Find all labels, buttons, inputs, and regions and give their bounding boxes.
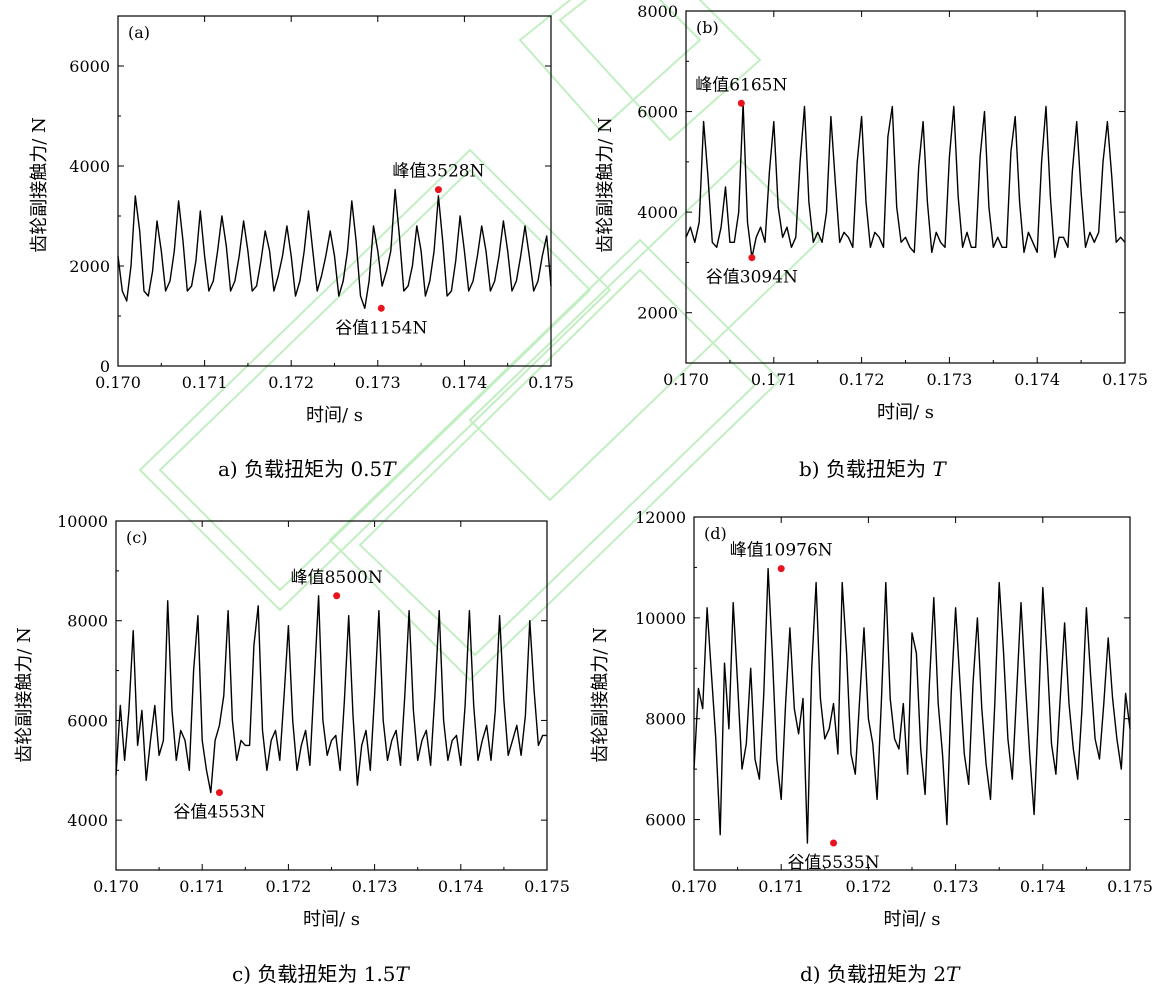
- y-tick-label-d: 6000: [645, 811, 686, 830]
- y-tick-label-a: 4000: [69, 157, 110, 176]
- y-tick-label-c: 8000: [67, 612, 108, 631]
- y-tick-label-b: 4000: [637, 203, 678, 222]
- annotation-label-a-1: 谷值1154N: [335, 318, 427, 338]
- y-tick-label-b: 8000: [637, 2, 678, 21]
- annotation-point-b-0: [737, 99, 745, 107]
- annotation-label-a-0: 峰值3528N: [392, 162, 484, 182]
- annotation-label-c-1: 谷值4553N: [173, 803, 265, 823]
- x-tick-label-b: 0.172: [839, 370, 885, 389]
- x-tick-label-a: 0.170: [95, 373, 141, 392]
- panel-label-d: (d): [704, 524, 727, 543]
- annotation-point-d-0: [777, 565, 785, 573]
- y-tick-label-c: 6000: [67, 711, 108, 730]
- y-tick-label-d: 12000: [635, 508, 686, 527]
- annotation-label-d-0: 峰值10976N: [730, 541, 833, 561]
- y-tick-label-d: 10000: [635, 609, 686, 628]
- caption-a-prefix: a) 负载扭矩为: [218, 457, 351, 481]
- x-axis-label-a: 时间/ s: [306, 405, 363, 426]
- y-tick-label-a: 2000: [69, 257, 110, 276]
- x-tick-label-b: 0.171: [751, 370, 797, 389]
- y-tick-label-a: 0: [100, 357, 110, 376]
- x-tick-label-c: 0.171: [179, 877, 225, 896]
- chart-panel-a: 0.170 0.171 0.172 0.173 0.174 0.175 0 2000 4000 6…: [29, 15, 574, 426]
- x-tick-label-d: 0.171: [758, 877, 804, 896]
- panel-label-b: (b): [696, 18, 719, 37]
- annotation-label-b-1: 谷值3094N: [706, 268, 798, 288]
- series-line-d-0: [693, 567, 1131, 844]
- y-tick-label-a: 6000: [69, 57, 110, 76]
- caption-d-prefix: d) 负载扭矩为: [800, 962, 934, 986]
- watermark-graphic: [138, 0, 822, 682]
- caption-c: c) 负载扭矩为 1.5T: [232, 958, 409, 987]
- y-axis-label-d: 齿轮副接触力/ N: [590, 627, 611, 763]
- plot-frame-b: [685, 10, 1126, 364]
- annotation-label-c-0: 峰值8500N: [291, 568, 383, 588]
- x-tick-label-c: 0.170: [93, 877, 139, 896]
- caption-b-var: T: [932, 457, 946, 481]
- x-tick-label-d: 0.174: [1020, 877, 1066, 896]
- series-line-c-0: [115, 595, 547, 794]
- x-tick-label-c: 0.172: [265, 877, 311, 896]
- y-tick-label-c: 4000: [67, 811, 108, 830]
- x-axis-label-b: 时间/ s: [877, 402, 934, 423]
- y-tick-label-b: 6000: [637, 103, 678, 122]
- x-tick-label-b: 0.175: [1102, 370, 1148, 389]
- x-tick-label-a: 0.171: [182, 373, 228, 392]
- x-tick-label-d: 0.170: [671, 877, 717, 896]
- y-axis-label-c: 齿轮副接触力/ N: [14, 627, 35, 763]
- x-tick-label-d: 0.172: [845, 877, 891, 896]
- caption-d-var: T: [946, 962, 960, 986]
- x-tick-label-a: 0.172: [268, 373, 314, 392]
- chart-panel-b: 0.170 0.171 0.172 0.173 0.174 0.175 2000 4000 60…: [595, 2, 1148, 423]
- y-axis-label-a: 齿轮副接触力/ N: [29, 117, 50, 253]
- annotation-point-a-0: [434, 186, 442, 194]
- caption-a-var: T: [382, 457, 396, 481]
- x-axis-label-c: 时间/ s: [303, 909, 360, 930]
- x-tick-label-a: 0.175: [528, 373, 574, 392]
- caption-b-prefix: b) 负载扭矩为: [799, 457, 933, 481]
- x-tick-label-c: 0.173: [352, 877, 398, 896]
- x-tick-label-a: 0.174: [441, 373, 487, 392]
- y-tick-label-b: 2000: [637, 304, 678, 323]
- chart-panel-c: 0.170 0.171 0.172 0.173 0.174 0.175 4000 6000 80…: [14, 512, 570, 930]
- caption-c-prefix: c) 负载扭矩为: [232, 962, 364, 986]
- x-tick-label-b: 0.174: [1014, 370, 1060, 389]
- x-tick-label-d: 0.175: [1107, 877, 1153, 896]
- caption-c-var: T: [395, 962, 409, 986]
- annotation-label-d-1: 谷值5535N: [787, 853, 879, 873]
- caption-b: b) 负载扭矩为 T: [799, 453, 946, 482]
- annotation-point-d-1: [830, 839, 838, 847]
- caption-a: a) 负载扭矩为 0.5T: [218, 453, 396, 482]
- caption-d: d) 负载扭矩为 2T: [800, 958, 959, 987]
- caption-a-value: 0.5: [350, 457, 383, 481]
- x-axis-label-d: 时间/ s: [883, 909, 940, 930]
- y-axis-label-b: 齿轮副接触力/ N: [595, 117, 616, 253]
- caption-d-value: 2: [933, 962, 947, 986]
- panel-label-c: (c): [126, 528, 147, 547]
- annotation-point-c-0: [333, 592, 341, 600]
- caption-c-value: 1.5: [363, 962, 396, 986]
- x-tick-label-a: 0.173: [355, 373, 401, 392]
- annotation-point-c-1: [215, 789, 223, 797]
- x-tick-label-c: 0.174: [438, 877, 484, 896]
- plot-frame-a: [117, 15, 552, 367]
- x-tick-label-c: 0.175: [524, 877, 570, 896]
- chart-panel-d: 0.170 0.171 0.172 0.173 0.174 0.175 6000 8000 10…: [590, 508, 1153, 930]
- x-tick-label-b: 0.170: [663, 370, 709, 389]
- series-line-b-0: [685, 102, 1126, 259]
- annotation-point-a-1: [377, 304, 385, 312]
- annotation-label-b-0: 峰值6165N: [695, 75, 787, 95]
- x-tick-label-d: 0.173: [933, 877, 979, 896]
- series-line-a-0: [117, 188, 552, 309]
- annotation-point-b-1: [748, 254, 756, 262]
- plot-frame-d: [693, 516, 1131, 871]
- x-tick-label-b: 0.173: [926, 370, 972, 389]
- y-tick-label-c: 10000: [57, 512, 108, 531]
- y-tick-label-d: 8000: [645, 710, 686, 729]
- panel-label-a: (a): [128, 23, 150, 42]
